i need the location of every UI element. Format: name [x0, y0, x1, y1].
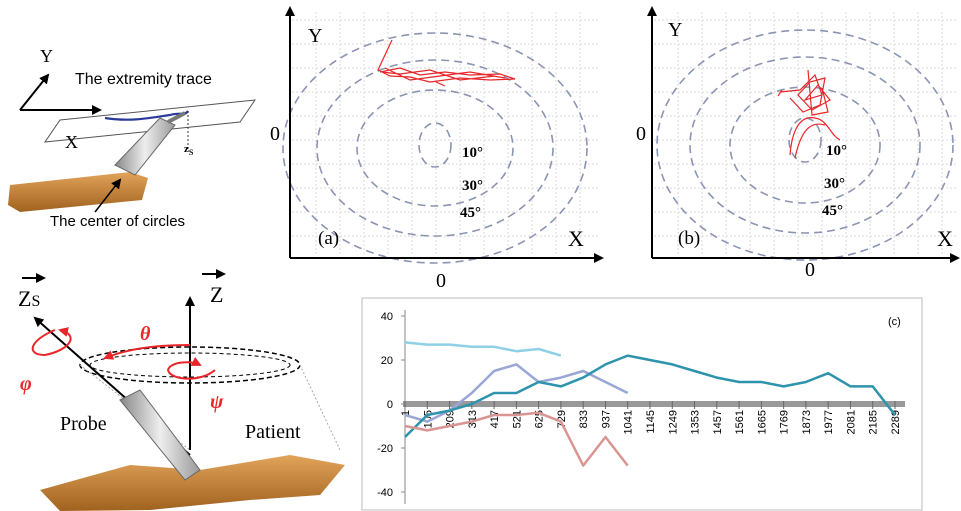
probe-tip	[167, 111, 186, 124]
series-line	[404, 411, 629, 467]
zs-sub: S	[189, 148, 194, 157]
board	[8, 172, 148, 212]
ring-label: 30°	[824, 176, 845, 192]
y-axis-label: Y	[40, 46, 53, 66]
x-tick-label: 833	[578, 410, 590, 428]
x-tick-label: 1769	[779, 410, 791, 434]
z-label: Z	[210, 282, 223, 307]
zs-main: z	[184, 143, 189, 155]
theta-label: θ	[140, 323, 151, 345]
x-zero: 0	[436, 270, 446, 292]
y-tick-label: -20	[377, 443, 393, 455]
ring	[689, 56, 921, 234]
x-tick-label: 521	[511, 410, 523, 428]
x-tick-label: 1041	[623, 410, 635, 434]
x-tick-label: 1665	[756, 410, 768, 434]
probe	[114, 117, 176, 176]
y-tick-label: 20	[381, 355, 393, 367]
x-tick-label: 313	[467, 410, 479, 428]
ring-label: 10°	[462, 145, 483, 161]
y-axis-label: Y	[308, 25, 322, 47]
patient-surface	[40, 455, 345, 511]
panel-a: Y 0 10° 30° 45° (a) X 0	[270, 6, 604, 292]
phi-label: φ	[20, 373, 32, 395]
y-zero: 0	[636, 123, 646, 145]
x-tick-label: 729	[556, 410, 568, 428]
ring-label: 45°	[460, 205, 481, 221]
y-tick-label: 40	[381, 311, 393, 323]
ring	[418, 122, 452, 168]
grid	[292, 12, 600, 256]
x-axis-label: X	[65, 132, 78, 152]
panel-label: (b)	[678, 228, 700, 249]
x-tick-label: 209	[445, 410, 457, 428]
x-tick-label: 1561	[734, 410, 746, 434]
psi-label: ψ	[210, 391, 224, 413]
x-tick-label: 1457	[712, 410, 724, 434]
zs-main: Z	[18, 286, 31, 311]
x-tick-label: 1	[400, 410, 412, 416]
ring-label: 30°	[462, 178, 483, 194]
y-axis-label: Y	[668, 19, 682, 41]
ring-label: 10°	[826, 143, 847, 159]
x-zero: 0	[805, 259, 815, 281]
ring	[282, 32, 588, 264]
center-label: The center of circles	[50, 213, 185, 230]
y-tick-label: 0	[387, 399, 393, 411]
patient-label: Patient	[245, 421, 301, 443]
x-axis-label: X	[937, 226, 953, 251]
series-line	[404, 341, 562, 357]
phi-arrow	[31, 327, 72, 357]
zs-sub: S	[31, 293, 40, 310]
trace-plane	[43, 99, 257, 143]
y-zero: 0	[270, 123, 280, 145]
x-tick-label: 2185	[868, 410, 880, 434]
series-line	[404, 363, 629, 423]
x-tick-label: 2081	[845, 410, 857, 434]
zs-label: ZS	[18, 286, 40, 311]
panel-label: (a)	[318, 228, 339, 249]
ring-label: 45°	[822, 203, 843, 219]
x-tick-label: 1145	[645, 410, 657, 434]
panel-label: (c)	[888, 316, 901, 328]
x-tick-label: 1977	[823, 410, 835, 434]
x-tick-label: 1249	[667, 410, 679, 434]
panel-b: Y 0 10° 30° 45° (b) X 0	[636, 6, 960, 281]
probe	[119, 389, 201, 481]
center-pointer	[94, 178, 122, 213]
trace-label: The extremity trace	[75, 71, 212, 88]
extremity-diagram: Y The extremity trace X zS The center of…	[8, 46, 257, 230]
y-tick-label: -40	[377, 487, 393, 499]
theta-arrow	[103, 344, 191, 360]
x-tick-label: 1353	[690, 410, 702, 434]
psi-arrow	[166, 356, 216, 380]
angle-diagram: ZS Z θ φ ψ Probe Patient	[18, 269, 345, 511]
grid	[654, 12, 958, 256]
series-line	[404, 354, 896, 438]
rotation-cone-inner	[89, 352, 291, 378]
y-arrow	[19, 73, 50, 111]
ring	[729, 86, 881, 204]
cone-edge	[299, 364, 341, 451]
trace	[777, 69, 841, 159]
x-tick-label: 1873	[801, 410, 813, 434]
zs-label: zS	[184, 143, 194, 157]
x-tick-label: 417	[489, 410, 501, 428]
ring	[788, 117, 822, 163]
x-tick-label: 2289	[890, 410, 902, 434]
x-tick-label: 937	[600, 410, 612, 428]
probe-label: Probe	[60, 413, 107, 435]
ring	[656, 29, 954, 261]
ring	[316, 59, 554, 237]
trace	[377, 39, 516, 87]
x-axis-label: X	[568, 226, 584, 251]
ring	[356, 89, 514, 207]
